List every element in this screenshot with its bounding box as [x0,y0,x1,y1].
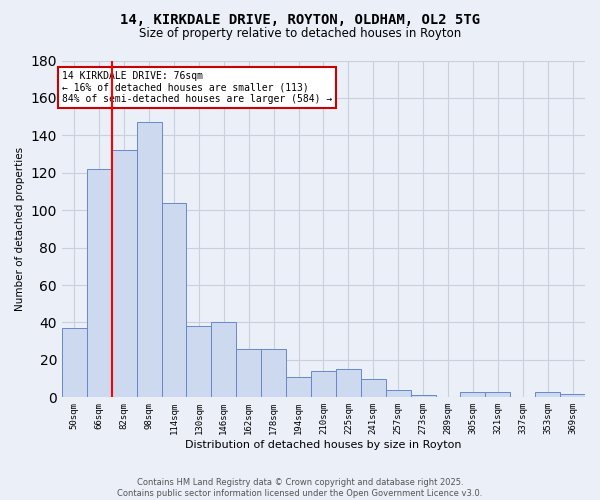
Bar [286,376,311,398]
Bar [137,122,161,398]
Bar [410,396,436,398]
Bar [236,348,261,398]
Bar [485,392,510,398]
Bar [87,169,112,398]
Bar [211,322,236,398]
Bar [261,348,286,398]
Bar [187,326,211,398]
Bar [311,371,336,398]
Bar [336,370,361,398]
Bar [62,328,87,398]
Bar [535,392,560,398]
Y-axis label: Number of detached properties: Number of detached properties [15,147,25,311]
Bar [560,394,585,398]
Bar [386,390,410,398]
Text: 14 KIRKDALE DRIVE: 76sqm
← 16% of detached houses are smaller (113)
84% of semi-: 14 KIRKDALE DRIVE: 76sqm ← 16% of detach… [62,70,332,104]
Text: Contains HM Land Registry data © Crown copyright and database right 2025.
Contai: Contains HM Land Registry data © Crown c… [118,478,482,498]
Bar [460,392,485,398]
X-axis label: Distribution of detached houses by size in Royton: Distribution of detached houses by size … [185,440,462,450]
Bar [361,378,386,398]
Bar [161,202,187,398]
Text: 14, KIRKDALE DRIVE, ROYTON, OLDHAM, OL2 5TG: 14, KIRKDALE DRIVE, ROYTON, OLDHAM, OL2 … [120,12,480,26]
Bar [112,150,137,398]
Text: Size of property relative to detached houses in Royton: Size of property relative to detached ho… [139,28,461,40]
